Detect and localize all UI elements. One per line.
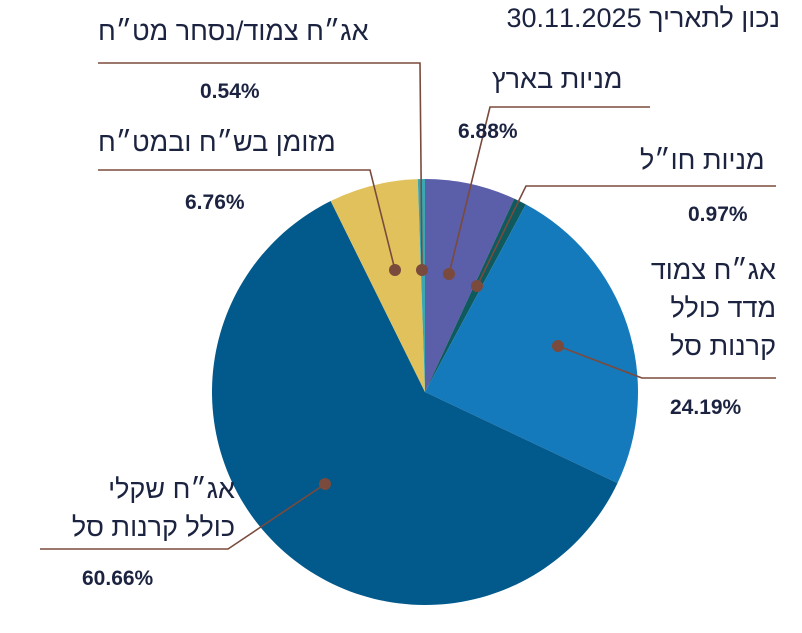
label-cpi-bonds: אג״ח צמוד מדד כולל קרנות סל bbox=[651, 251, 776, 365]
label-line: כולל קרנות סל bbox=[71, 512, 235, 542]
pct-cpi-bonds: 24.19% bbox=[670, 396, 742, 419]
leader-line-shekel-bonds bbox=[40, 483, 326, 550]
label-domestic-equity: מניות בארץ bbox=[492, 64, 623, 94]
leader-line-foreign-equity bbox=[476, 185, 776, 287]
leader-line-fx-bonds bbox=[98, 62, 423, 271]
pct-cash: 6.76% bbox=[185, 191, 245, 214]
label-line: מדד כולל bbox=[670, 293, 776, 323]
leader-line-cash bbox=[98, 169, 396, 271]
pct-fx-bonds: 0.54% bbox=[200, 80, 260, 103]
pie-slice-domestic-equity bbox=[425, 179, 515, 392]
label-cash: מזומן בש״ח ובמט״ח bbox=[98, 127, 336, 157]
pie-slice-fx-bonds bbox=[417, 179, 425, 392]
leader-dot-fx-bonds bbox=[416, 264, 428, 276]
label-fx-bonds: אג״ח צמוד/נסחר מט״ח bbox=[98, 16, 369, 46]
pie-slice-shekel-bonds bbox=[212, 201, 618, 605]
leader-line-domestic-equity bbox=[448, 106, 650, 275]
pct-shekel-bonds: 60.66% bbox=[82, 567, 154, 590]
pie-slice-foreign-equity bbox=[425, 198, 526, 392]
pie-slice-cash bbox=[330, 179, 425, 392]
leader-dot-domestic-equity bbox=[443, 268, 455, 280]
pie-slice-cpi-bonds bbox=[425, 204, 638, 484]
label-line: אג״ח צמוד bbox=[650, 255, 776, 285]
leader-dot-shekel-bonds bbox=[319, 478, 331, 490]
pct-foreign-equity: 0.97% bbox=[688, 203, 748, 226]
chart-title: נכון לתאריך 30.11.2025 bbox=[506, 3, 780, 33]
label-foreign-equity: מניות חו״ל bbox=[640, 145, 765, 175]
label-line: קרנות סל bbox=[669, 331, 776, 361]
label-shekel-bonds: אג״ח שקלי כולל קרנות סל bbox=[72, 470, 235, 546]
leader-dot-foreign-equity bbox=[471, 280, 483, 292]
leader-line-cpi-bonds bbox=[557, 345, 776, 379]
leader-dot-cash bbox=[389, 264, 401, 276]
pct-domestic-equity: 6.88% bbox=[458, 120, 518, 143]
leader-dot-cpi-bonds bbox=[552, 340, 564, 352]
label-line: אג״ח שקלי bbox=[108, 474, 235, 504]
